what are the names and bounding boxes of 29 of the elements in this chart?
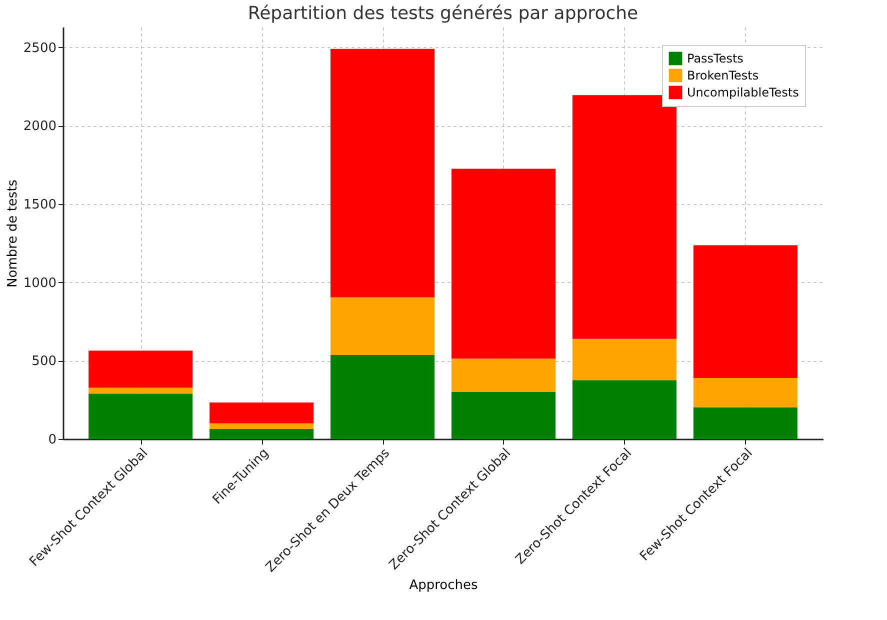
legend-label: PassTests bbox=[687, 52, 744, 66]
bar bbox=[451, 358, 556, 392]
bar bbox=[693, 378, 798, 408]
bar bbox=[572, 338, 676, 380]
bar bbox=[88, 388, 193, 394]
bar bbox=[210, 428, 314, 439]
bar bbox=[330, 48, 435, 298]
bar bbox=[88, 350, 193, 388]
bar bbox=[693, 245, 798, 378]
bar bbox=[210, 402, 314, 424]
y-tick-label: 2500 bbox=[23, 40, 56, 56]
bar bbox=[451, 392, 556, 439]
y-tick-label: 2000 bbox=[23, 119, 56, 134]
bar bbox=[693, 407, 798, 439]
bar bbox=[330, 297, 435, 356]
legend-label: UncompilableTests bbox=[687, 86, 799, 100]
bar bbox=[572, 380, 676, 439]
y-axis-title: Nombre de tests bbox=[5, 179, 20, 288]
y-tick-label: 500 bbox=[32, 354, 56, 370]
bar bbox=[88, 394, 193, 439]
chart-title: Répartition des tests générés par approche bbox=[248, 3, 638, 24]
y-tick-label: 1000 bbox=[23, 276, 56, 291]
bar bbox=[330, 355, 435, 439]
bar bbox=[210, 423, 314, 429]
legend-label: BrokenTests bbox=[687, 68, 759, 82]
bar bbox=[451, 168, 556, 359]
x-axis-title: Approches bbox=[409, 578, 478, 593]
y-tick-label: 1500 bbox=[23, 198, 56, 213]
y-tick-label: 0 bbox=[48, 432, 56, 448]
